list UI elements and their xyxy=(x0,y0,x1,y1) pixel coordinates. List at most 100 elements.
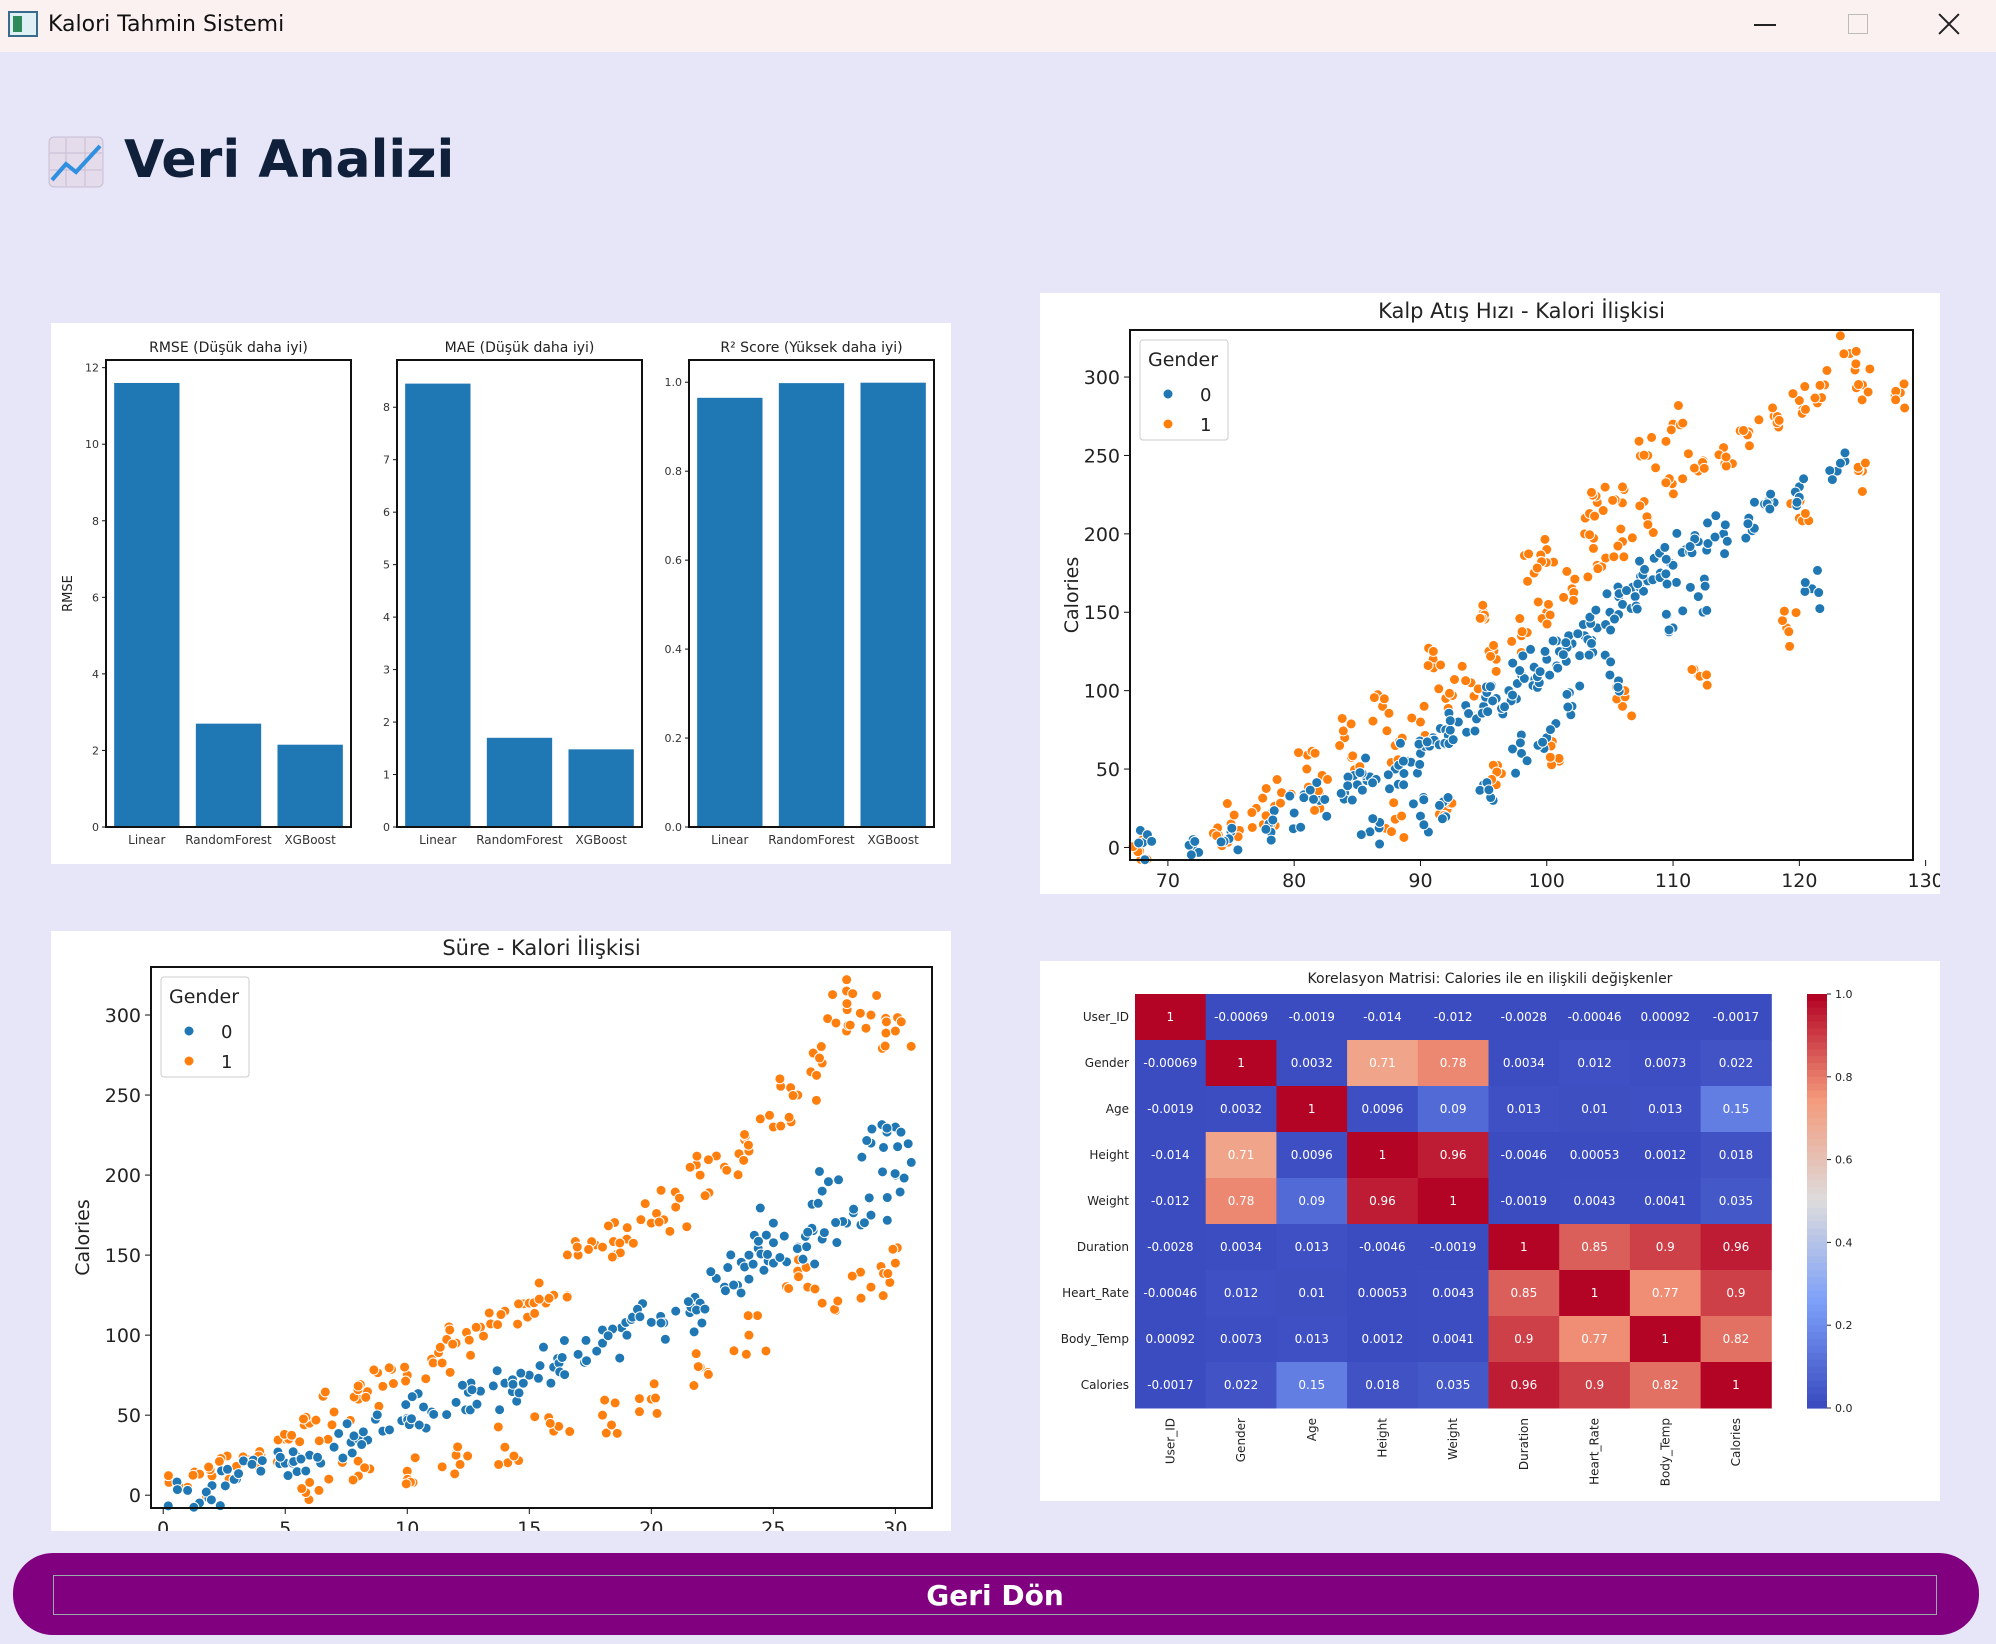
colorbar-segment xyxy=(1807,1221,1827,1230)
heatmap-cell xyxy=(1629,1178,1702,1225)
col-label: Weight xyxy=(1446,1418,1460,1460)
point-gender-1 xyxy=(877,1290,889,1302)
point-gender-1 xyxy=(360,1391,372,1403)
point-gender-0 xyxy=(722,1262,734,1274)
point-gender-1 xyxy=(1474,612,1486,624)
point-gender-0 xyxy=(1632,578,1644,590)
x-tick-label: 20 xyxy=(639,1518,663,1531)
point-gender-0 xyxy=(221,1463,233,1475)
point-gender-0 xyxy=(456,1379,468,1391)
cell-value: -0.0019 xyxy=(1430,1240,1476,1254)
y-tick-label: 0 xyxy=(1108,837,1120,859)
point-gender-0 xyxy=(1284,790,1296,802)
point-gender-0 xyxy=(1514,737,1526,749)
colorbar-segment xyxy=(1807,1276,1827,1285)
point-gender-0 xyxy=(337,1452,349,1464)
cell-value: 0.018 xyxy=(1365,1378,1399,1392)
point-gender-0 xyxy=(865,1209,877,1221)
point-gender-0 xyxy=(614,1352,626,1364)
duration-scatter-panel: 0 5 10 15 20 25 30 0 50 100 150 200 250 300 Süre - Kal… xyxy=(51,931,951,1531)
heart-rate-scatter-panel: 70 80 90 100 110 120 130 0 50 100 150 200 250 300 Kalp… xyxy=(1040,293,1940,894)
y-axis-label: Calories xyxy=(1061,557,1083,634)
point-gender-0 xyxy=(1699,580,1711,592)
back-button[interactable]: Geri Dön xyxy=(53,1575,1937,1615)
subplot-title: MAE (Düşük daha iyi) xyxy=(445,340,595,356)
point-gender-1 xyxy=(810,1094,822,1106)
y-tick-label: 0 xyxy=(129,1485,141,1507)
heatmap-cell xyxy=(1417,994,1489,1041)
heatmap-cell xyxy=(1135,1224,1207,1271)
point-gender-0 xyxy=(1335,787,1347,799)
colorbar-tick-label: 0.4 xyxy=(1835,1236,1853,1249)
bar-2-1 xyxy=(778,383,845,827)
point-gender-1 xyxy=(599,1394,611,1406)
col-label: Heart_Rate xyxy=(1588,1418,1602,1485)
colorbar-segment xyxy=(1807,1214,1827,1223)
point-gender-0 xyxy=(1601,588,1613,600)
heatmap-cell xyxy=(1135,1316,1207,1363)
heatmap-cell xyxy=(1700,1362,1772,1409)
point-gender-0 xyxy=(348,1430,360,1442)
heatmap-cell xyxy=(1347,1362,1419,1409)
heatmap-cell xyxy=(1700,1178,1772,1225)
point-gender-0 xyxy=(384,1424,396,1436)
point-gender-1 xyxy=(1607,494,1619,506)
y-tick-label: 1 xyxy=(383,769,390,782)
point-gender-1 xyxy=(564,1426,576,1438)
point-gender-1 xyxy=(352,1380,364,1392)
row-label: Body_Temp xyxy=(1061,1332,1129,1346)
heatmap-cell xyxy=(1417,1316,1489,1363)
point-gender-0 xyxy=(778,1230,790,1242)
heatmap-cell xyxy=(1205,1040,1277,1087)
subplot-title: R² Score (Yüksek daha iyi) xyxy=(720,340,902,356)
point-gender-0 xyxy=(1639,563,1651,575)
point-gender-1 xyxy=(600,1427,612,1439)
point-gender-0 xyxy=(1521,755,1533,767)
point-gender-1 xyxy=(1701,679,1713,691)
point-gender-0 xyxy=(1346,794,1358,806)
point-gender-1 xyxy=(1221,798,1233,810)
point-gender-0 xyxy=(1398,779,1410,791)
minimize-button[interactable] xyxy=(1720,0,1810,52)
point-gender-1 xyxy=(213,1455,225,1467)
cell-value: 0.0034 xyxy=(1220,1240,1262,1254)
close-button[interactable] xyxy=(1904,0,1994,52)
point-gender-1 xyxy=(1274,797,1286,809)
point-gender-1 xyxy=(606,1251,618,1263)
point-gender-1 xyxy=(1506,635,1518,647)
point-gender-1 xyxy=(1488,639,1500,651)
point-gender-1 xyxy=(830,1017,842,1029)
maximize-button[interactable] xyxy=(1812,0,1902,52)
point-gender-1 xyxy=(1271,774,1283,786)
point-gender-1 xyxy=(653,1216,665,1228)
point-gender-1 xyxy=(1406,712,1418,724)
cell-value: -0.0019 xyxy=(1501,1194,1547,1208)
bar-1-2 xyxy=(568,749,634,827)
point-gender-1 xyxy=(583,1243,595,1255)
heatmap-cell xyxy=(1488,1362,1560,1409)
bar-0-1 xyxy=(195,723,262,827)
point-gender-1 xyxy=(692,1361,704,1373)
point-gender-0 xyxy=(892,1141,904,1153)
cell-value: 0.82 xyxy=(1652,1378,1679,1392)
cell-value: 0.0073 xyxy=(1644,1056,1686,1070)
point-gender-0 xyxy=(881,1214,893,1226)
point-gender-1 xyxy=(1667,488,1679,500)
point-gender-1 xyxy=(889,1025,901,1037)
x-tick-label: Linear xyxy=(419,833,456,847)
point-gender-1 xyxy=(860,1022,872,1034)
heatmap-cell xyxy=(1488,1086,1560,1133)
col-label: Duration xyxy=(1517,1418,1531,1470)
point-gender-0 xyxy=(405,1413,417,1425)
colorbar-segment xyxy=(1807,1090,1827,1099)
point-gender-1 xyxy=(447,1338,459,1350)
y-tick-label: 50 xyxy=(117,1405,141,1427)
cell-value: -0.012 xyxy=(1434,1010,1473,1024)
point-gender-0 xyxy=(1354,767,1366,779)
colorbar-segment xyxy=(1807,1069,1827,1078)
y-tick-label: 300 xyxy=(105,1005,141,1027)
y-tick-label: 4 xyxy=(92,668,99,681)
point-gender-1 xyxy=(1433,683,1445,695)
point-gender-1 xyxy=(1490,665,1502,677)
